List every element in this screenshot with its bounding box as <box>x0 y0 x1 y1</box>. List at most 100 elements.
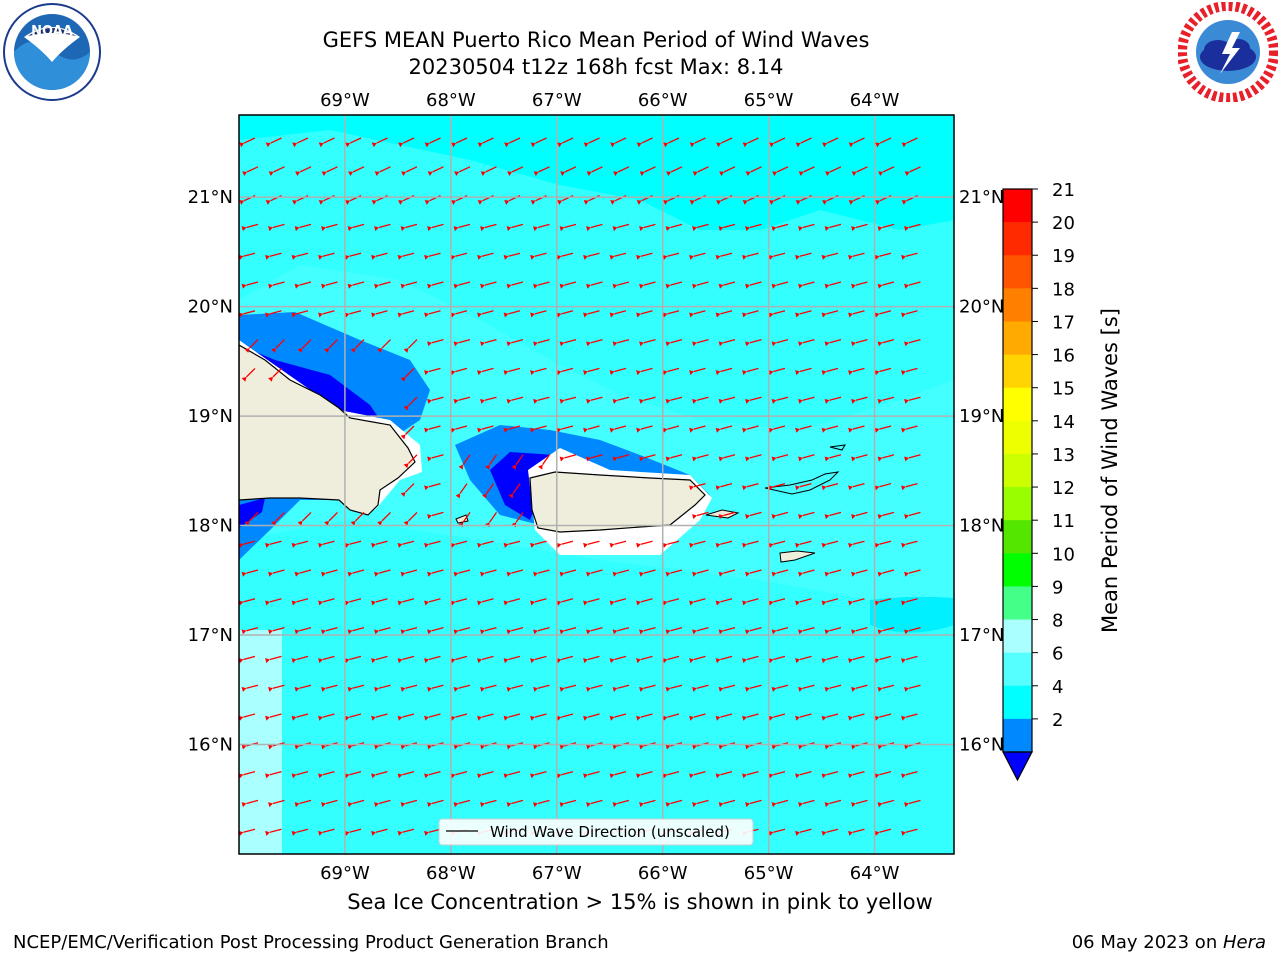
wind-arrow <box>265 252 282 260</box>
lat-tick-label: 16°N <box>188 735 233 756</box>
wind-arrow <box>374 858 390 865</box>
wind-arrow <box>530 252 547 260</box>
colorbar-tick-label: 12 <box>1052 478 1075 499</box>
wind-arrow <box>689 540 706 548</box>
wind-arrow <box>318 770 335 779</box>
wind-arrow <box>321 569 338 577</box>
wind-arrow <box>692 511 709 520</box>
wind-arrow <box>612 454 630 462</box>
wind-arrow <box>397 770 415 779</box>
wind-arrow <box>715 310 733 318</box>
lat-tick-label: 21°N <box>188 187 233 208</box>
wind-arrow <box>371 655 388 664</box>
wind-arrow <box>556 252 574 260</box>
wind-arrow <box>318 598 335 606</box>
wind-arrow <box>530 137 547 148</box>
wind-arrow <box>689 310 706 318</box>
wind-arrow <box>848 770 865 779</box>
colorbar-segment <box>1003 453 1032 488</box>
wind-arrow <box>718 223 736 232</box>
wind-arrow <box>268 223 285 232</box>
wind-arrow <box>718 684 736 692</box>
lon-tick-label: 67°W <box>532 863 582 884</box>
wind-arrow <box>904 166 921 177</box>
wind-arrow <box>480 338 497 347</box>
wave-contour-low <box>870 596 954 633</box>
wind-arrow <box>798 166 815 177</box>
wind-arrow <box>371 598 388 606</box>
wind-arrow <box>530 540 547 548</box>
land-puerto-rico <box>529 471 706 533</box>
lon-tick-label: 69°W <box>320 863 370 884</box>
wind-arrow <box>508 483 521 499</box>
wind-arrow <box>374 223 391 232</box>
map-subtitle: 20230504 t12z 168h fcst Max: 8.14 <box>408 55 784 79</box>
wind-arrow <box>692 454 709 462</box>
wind-arrow <box>768 367 786 376</box>
wind-arrow <box>480 166 497 177</box>
wind-arrow <box>586 569 603 577</box>
wind-arrow <box>239 252 256 260</box>
wind-arrow <box>689 598 706 606</box>
wind-arrow <box>485 454 498 470</box>
colorbar-label: Mean Period of Wind Waves [s] <box>1098 308 1122 633</box>
wind-arrow <box>771 281 789 289</box>
wind-arrow <box>397 598 415 606</box>
wind-arrow <box>530 713 547 721</box>
wind-arrow <box>318 252 335 260</box>
wind-arrow <box>821 482 839 491</box>
map-frame <box>238 114 955 855</box>
wind-arrow <box>821 310 839 318</box>
colorbar-tick-label: 20 <box>1052 213 1075 234</box>
wind-arrow <box>559 684 577 692</box>
wind-arrow <box>371 310 388 318</box>
wind-arrow <box>662 655 680 664</box>
wind-arrow <box>662 540 680 548</box>
wind-arrow <box>612 626 630 635</box>
wind-arrow <box>692 684 709 692</box>
wind-arrow <box>268 799 285 808</box>
wind-arrow <box>424 482 441 491</box>
wind-arrow <box>344 598 362 606</box>
lat-tick-label: 19°N <box>959 406 1004 427</box>
lon-tick-label: 68°W <box>426 90 476 111</box>
wind-arrow <box>244 511 259 526</box>
wind-arrow <box>901 252 918 260</box>
wind-arrow <box>533 281 550 289</box>
wind-arrow <box>503 425 521 433</box>
wind-arrow <box>291 598 309 606</box>
wind-arrow <box>798 281 815 289</box>
wind-arrow <box>851 396 868 404</box>
wind-arrow <box>318 540 335 548</box>
colorbar-segment <box>1003 553 1032 587</box>
wind-arrow <box>427 338 444 347</box>
wind-arrow <box>795 540 812 548</box>
wind-arrow <box>848 137 865 148</box>
wind-arrow <box>318 713 335 721</box>
wind-arrow <box>480 223 497 232</box>
wind-arrow <box>609 252 627 260</box>
wind-arrow <box>241 684 259 692</box>
colorbar-tick-label: 8 <box>1052 611 1063 632</box>
wind-arrow <box>662 713 680 721</box>
wind-arrow <box>530 367 547 376</box>
wind-arrow <box>798 338 815 347</box>
wind-arrow <box>450 367 468 376</box>
wind-arrow <box>480 626 497 635</box>
wind-arrow <box>612 338 630 347</box>
wind-arrow <box>901 425 918 433</box>
wind-arrow <box>265 770 282 779</box>
wind-arrow <box>321 799 338 808</box>
lat-tick-label: 19°N <box>188 406 233 427</box>
wind-arrow <box>874 482 892 491</box>
wind-arrow <box>771 338 789 347</box>
wind-arrow <box>718 799 736 808</box>
wind-arrow <box>506 799 524 808</box>
wind-arrow <box>824 454 842 462</box>
wind-arrow <box>692 338 709 347</box>
wind-arrow <box>901 713 918 721</box>
wind-arrow <box>450 425 468 433</box>
wind-arrow <box>798 858 814 865</box>
colorbar-tick-label: 13 <box>1052 445 1075 466</box>
wind-arrow <box>377 511 391 526</box>
